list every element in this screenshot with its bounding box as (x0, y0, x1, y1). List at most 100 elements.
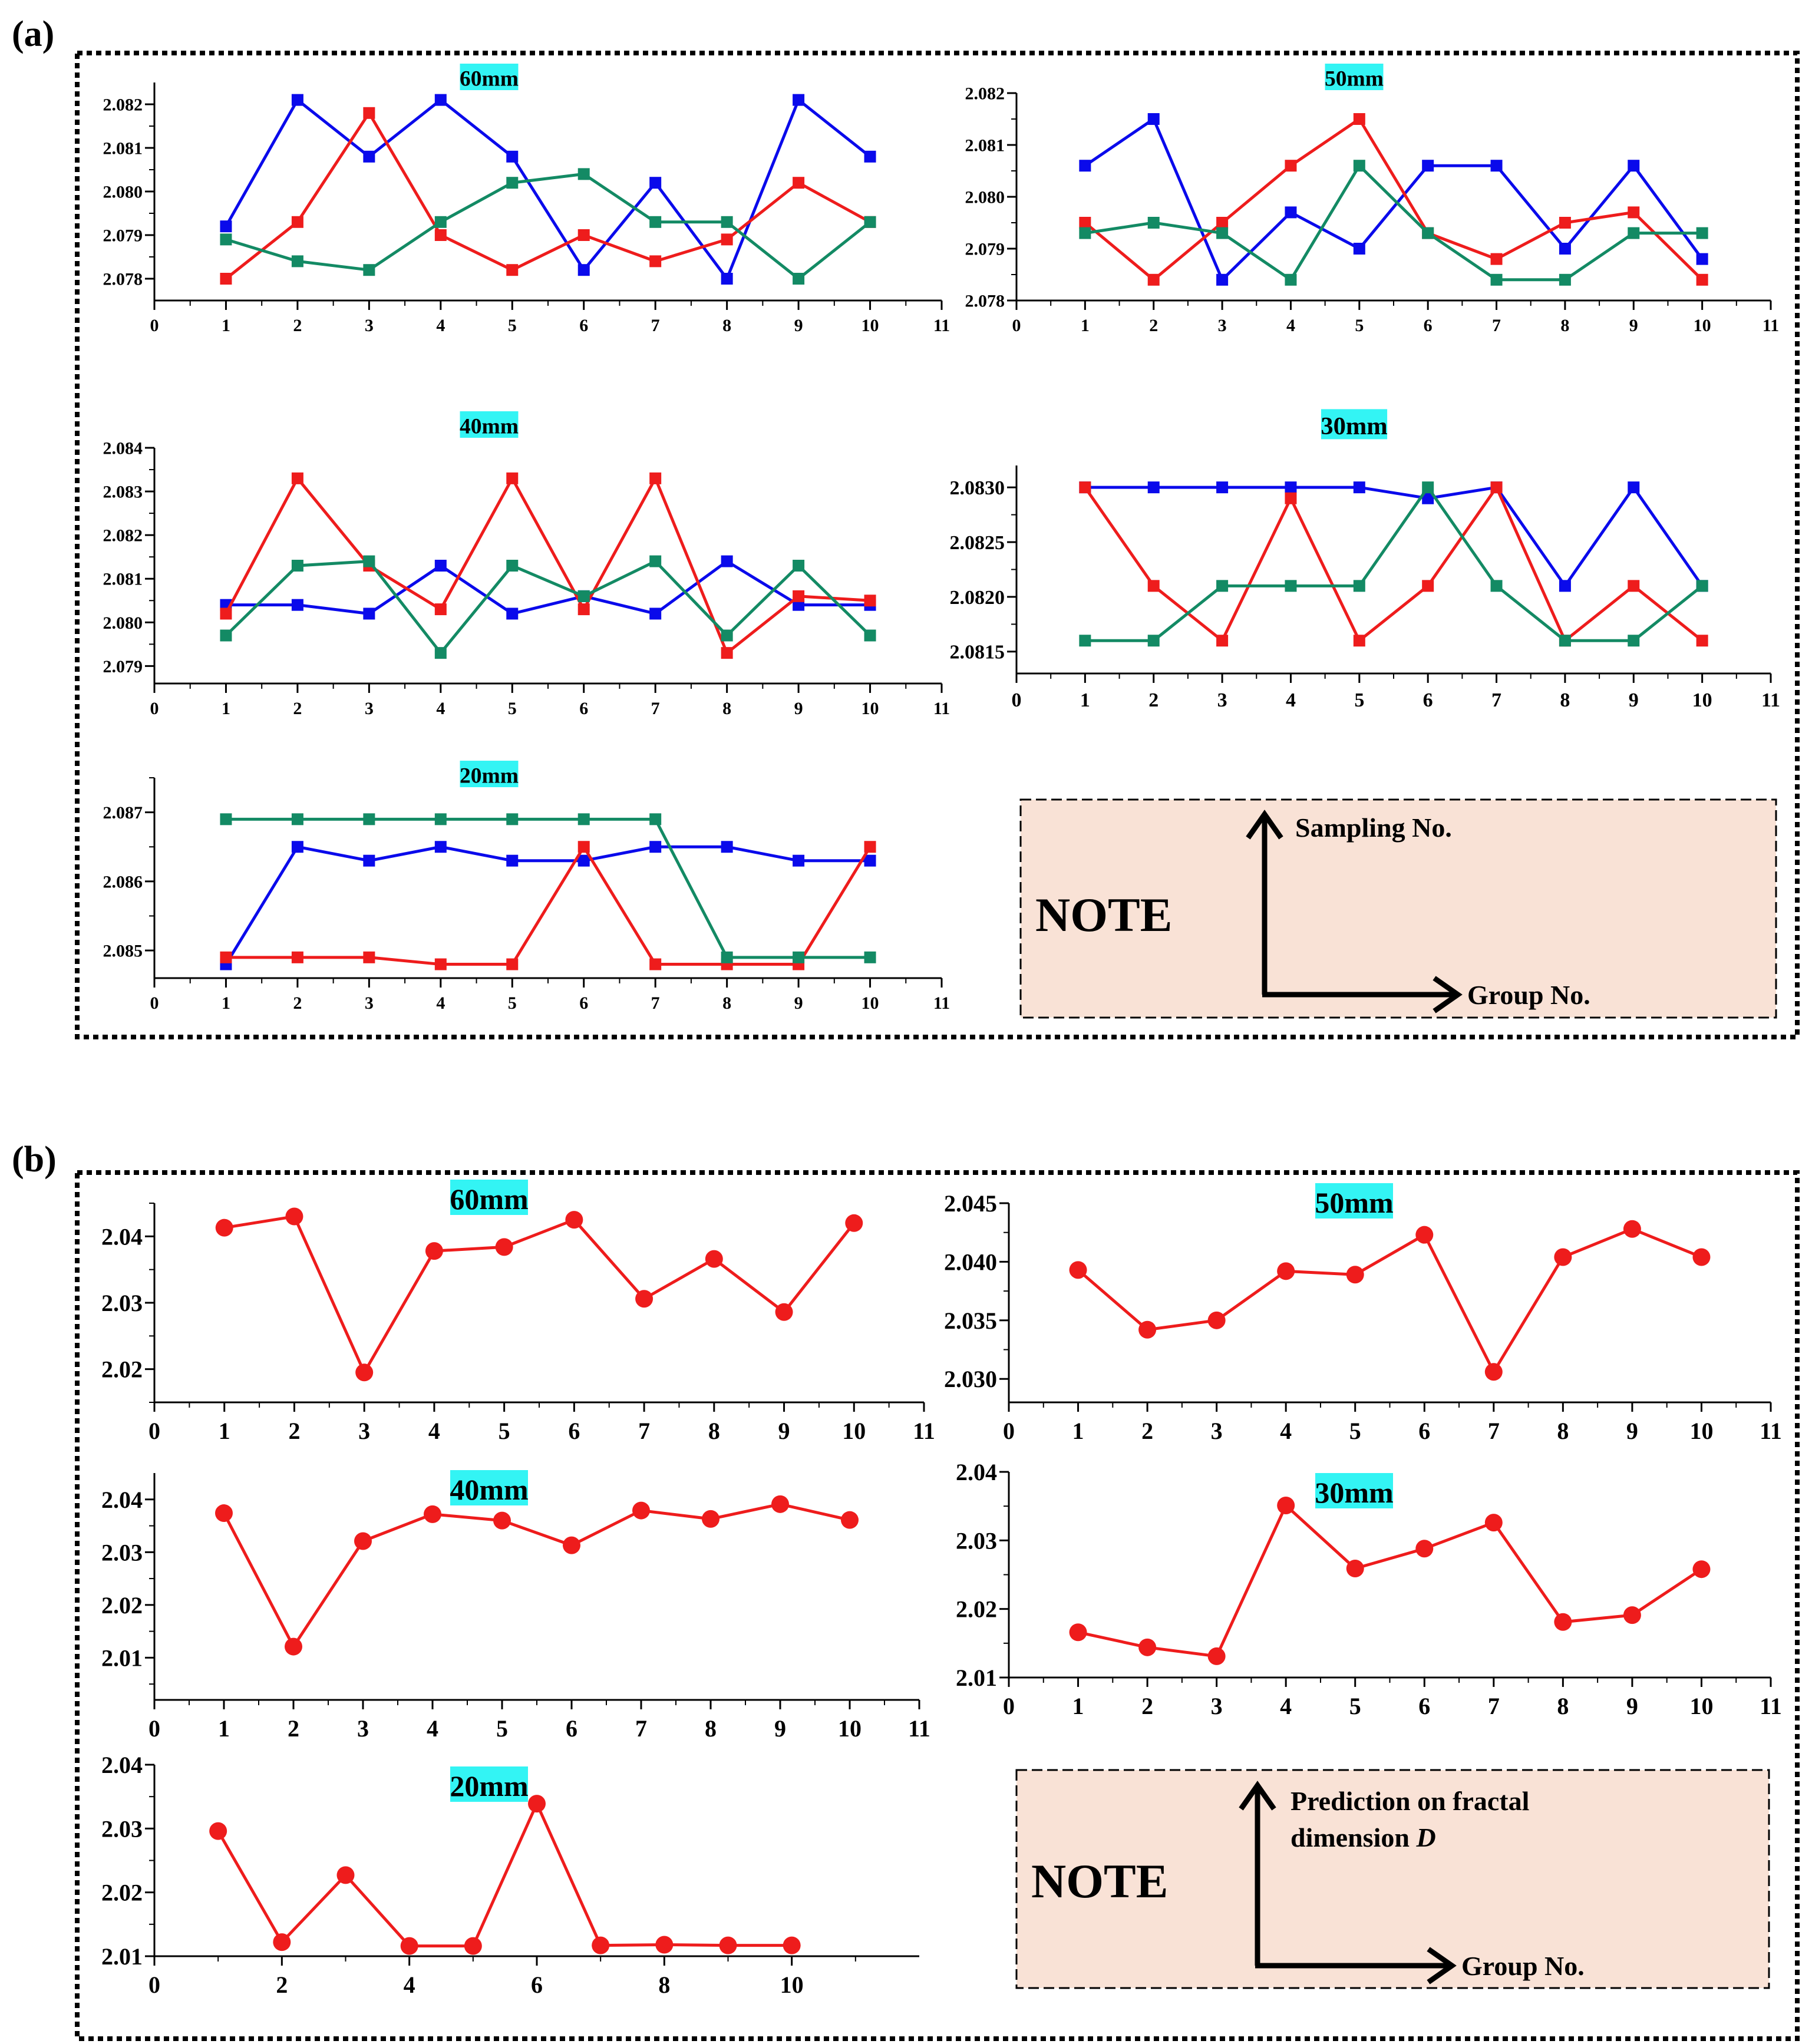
panel-a: (a) 0 1 2 3 4 5 6 7 8 9 10 112.0782.0792.0802.0812.… (12, 14, 1800, 1039)
note-a-x-label: Group No. (1467, 980, 1590, 1010)
data-point-blue (793, 854, 805, 867)
chart-title-background (450, 1766, 528, 1802)
data-point-prediction (1623, 1220, 1641, 1238)
data-point-red (220, 607, 232, 620)
data-point-green (1147, 217, 1160, 229)
x-tick-label: 3 (358, 1418, 370, 1444)
data-point-prediction (1138, 1320, 1157, 1339)
y-tick-label: 2.04 (101, 1752, 143, 1778)
data-point-blue (506, 854, 519, 867)
data-point-blue (1422, 160, 1434, 172)
data-point-red (434, 603, 447, 616)
data-point-green (1353, 160, 1365, 172)
data-point-red (1422, 580, 1434, 592)
x-tick-label: 5 (1355, 316, 1364, 335)
x-tick-label: 9 (778, 1418, 790, 1444)
x-tick-label: 1 (222, 993, 230, 1013)
y-tick-label: 2.081 (103, 139, 143, 158)
x-tick-label: 4 (1286, 689, 1296, 711)
x-tick-label: 4 (436, 699, 445, 718)
x-tick-label: 4 (427, 1715, 438, 1742)
data-point-green (506, 813, 519, 825)
x-tick-label: 2 (288, 1418, 300, 1444)
series-line-blue (1085, 486, 1704, 587)
x-tick-label: 8 (1560, 689, 1570, 711)
chart-b-40mm: 0 1 2 3 4 5 6 7 8 9 10 11 2.01 2.02 2.03 2.04 40mm (101, 1470, 930, 1742)
chart-b-20mm: 0 2 4 6 8 10 2.01 2.02 2.03 2.04 20mm (101, 1752, 919, 1998)
data-point-red (1285, 492, 1297, 504)
data-point-blue (1285, 481, 1297, 494)
data-point-prediction (209, 1822, 227, 1840)
x-tick-label: 5 (1349, 1693, 1361, 1719)
y-tick-label: 2.03 (101, 1539, 143, 1566)
data-point-prediction (1138, 1638, 1157, 1656)
data-point-blue (1285, 206, 1297, 219)
x-tick-label: 10 (862, 316, 879, 335)
data-point-red (1490, 253, 1503, 265)
y-tick-label: 2.01 (101, 1943, 143, 1970)
y-tick-label: 2.030 (944, 1366, 997, 1392)
data-point-prediction (425, 1242, 443, 1260)
x-tick-label: 4 (404, 1972, 415, 1998)
x-tick-label: 0 (148, 1715, 160, 1742)
x-tick-label: 1 (1072, 1418, 1084, 1444)
chart-title: 50mm (1325, 67, 1384, 91)
series-line-green (1085, 486, 1704, 642)
note-b-y-label-symbol: D (1415, 1822, 1435, 1853)
chart-title-background (460, 411, 519, 438)
x-tick-label: 11 (933, 316, 950, 335)
data-point-green (864, 951, 876, 963)
x-tick-label: 8 (705, 1715, 717, 1742)
x-tick-label: 11 (1760, 1693, 1782, 1719)
x-tick-label: 8 (658, 1972, 670, 1998)
data-point-blue (1216, 273, 1229, 286)
series-line-blue (1084, 117, 1704, 282)
data-point-prediction (215, 1504, 233, 1523)
data-point-prediction (719, 1936, 737, 1954)
data-point-green (1490, 580, 1503, 592)
note-b-y-label-line1: Prediction on fractal (1290, 1786, 1529, 1816)
y-tick-label: 2.080 (965, 188, 1005, 207)
y-tick-label: 2.03 (101, 1290, 143, 1316)
data-point-green (577, 813, 590, 825)
x-tick-label: 2 (293, 316, 302, 335)
y-tick-label: 2.01 (101, 1645, 143, 1671)
data-point-green (434, 647, 447, 659)
data-point-red (220, 951, 232, 963)
data-point-green (1285, 580, 1297, 592)
data-point-green (649, 216, 662, 228)
data-point-prediction (1346, 1266, 1364, 1284)
chart-a-50mm: 0 1 2 3 4 5 6 7 8 9 10 11 2.078 2.079 2.080 2.081 2.082 5… (965, 64, 1779, 335)
data-point-green (1628, 227, 1640, 239)
data-point-green (649, 555, 662, 567)
data-point-red (506, 472, 519, 484)
data-point-green (291, 813, 303, 825)
x-tick-label: 10 (1689, 1418, 1713, 1444)
data-point-prediction (1207, 1647, 1226, 1665)
x-tick-label: 7 (1492, 316, 1501, 335)
data-point-blue (864, 854, 876, 867)
x-tick-label: 0 (1012, 316, 1021, 335)
y-tick-label: 2.02 (101, 1880, 143, 1906)
data-point-red (864, 841, 876, 853)
x-tick-label: 0 (148, 1972, 160, 1998)
y-tick-label: 2.080 (103, 613, 143, 633)
x-tick-label: 1 (222, 699, 230, 718)
data-point-prediction (705, 1250, 723, 1268)
x-tick-label: 8 (722, 316, 731, 335)
note-box-a: NOTE Sampling No. Group No. (1019, 798, 1777, 1019)
data-point-prediction (632, 1501, 650, 1520)
x-tick-label: 10 (862, 993, 879, 1013)
series-line-red (225, 477, 870, 655)
chart-title: 60mm (460, 67, 519, 91)
data-point-blue (220, 220, 232, 233)
data-point-red (1696, 635, 1708, 647)
x-tick-label: 2 (1141, 1693, 1153, 1719)
data-point-blue (363, 854, 375, 867)
x-tick-label: 5 (508, 316, 517, 335)
data-point-green (1216, 580, 1229, 592)
data-point-blue (649, 607, 662, 620)
data-point-prediction (1069, 1261, 1087, 1279)
data-point-blue (1216, 481, 1229, 494)
data-point-red (1353, 113, 1365, 125)
